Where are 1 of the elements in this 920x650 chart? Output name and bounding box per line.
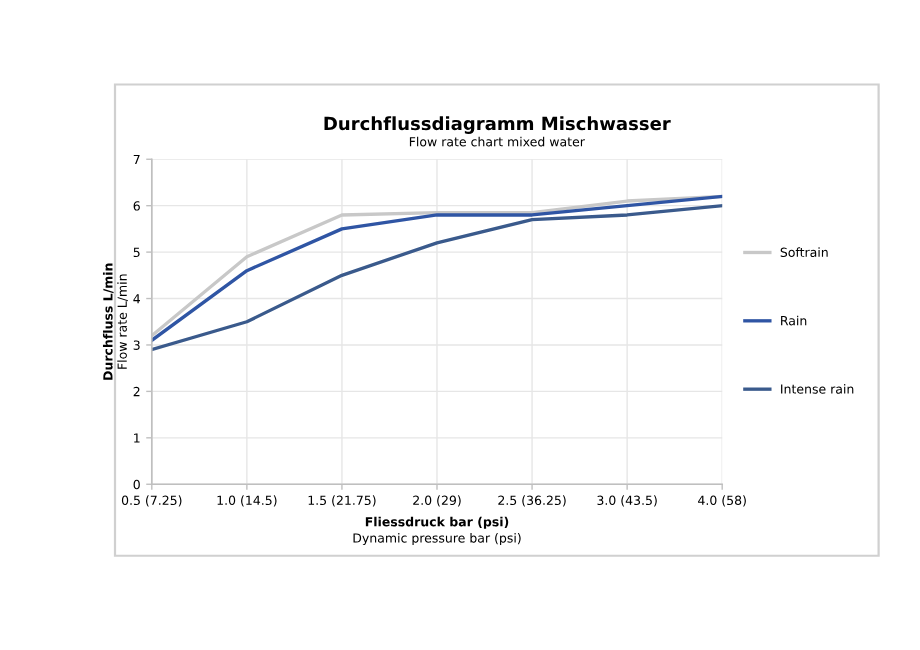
chart-title: Durchflussdiagramm Mischwasser	[324, 116, 671, 134]
